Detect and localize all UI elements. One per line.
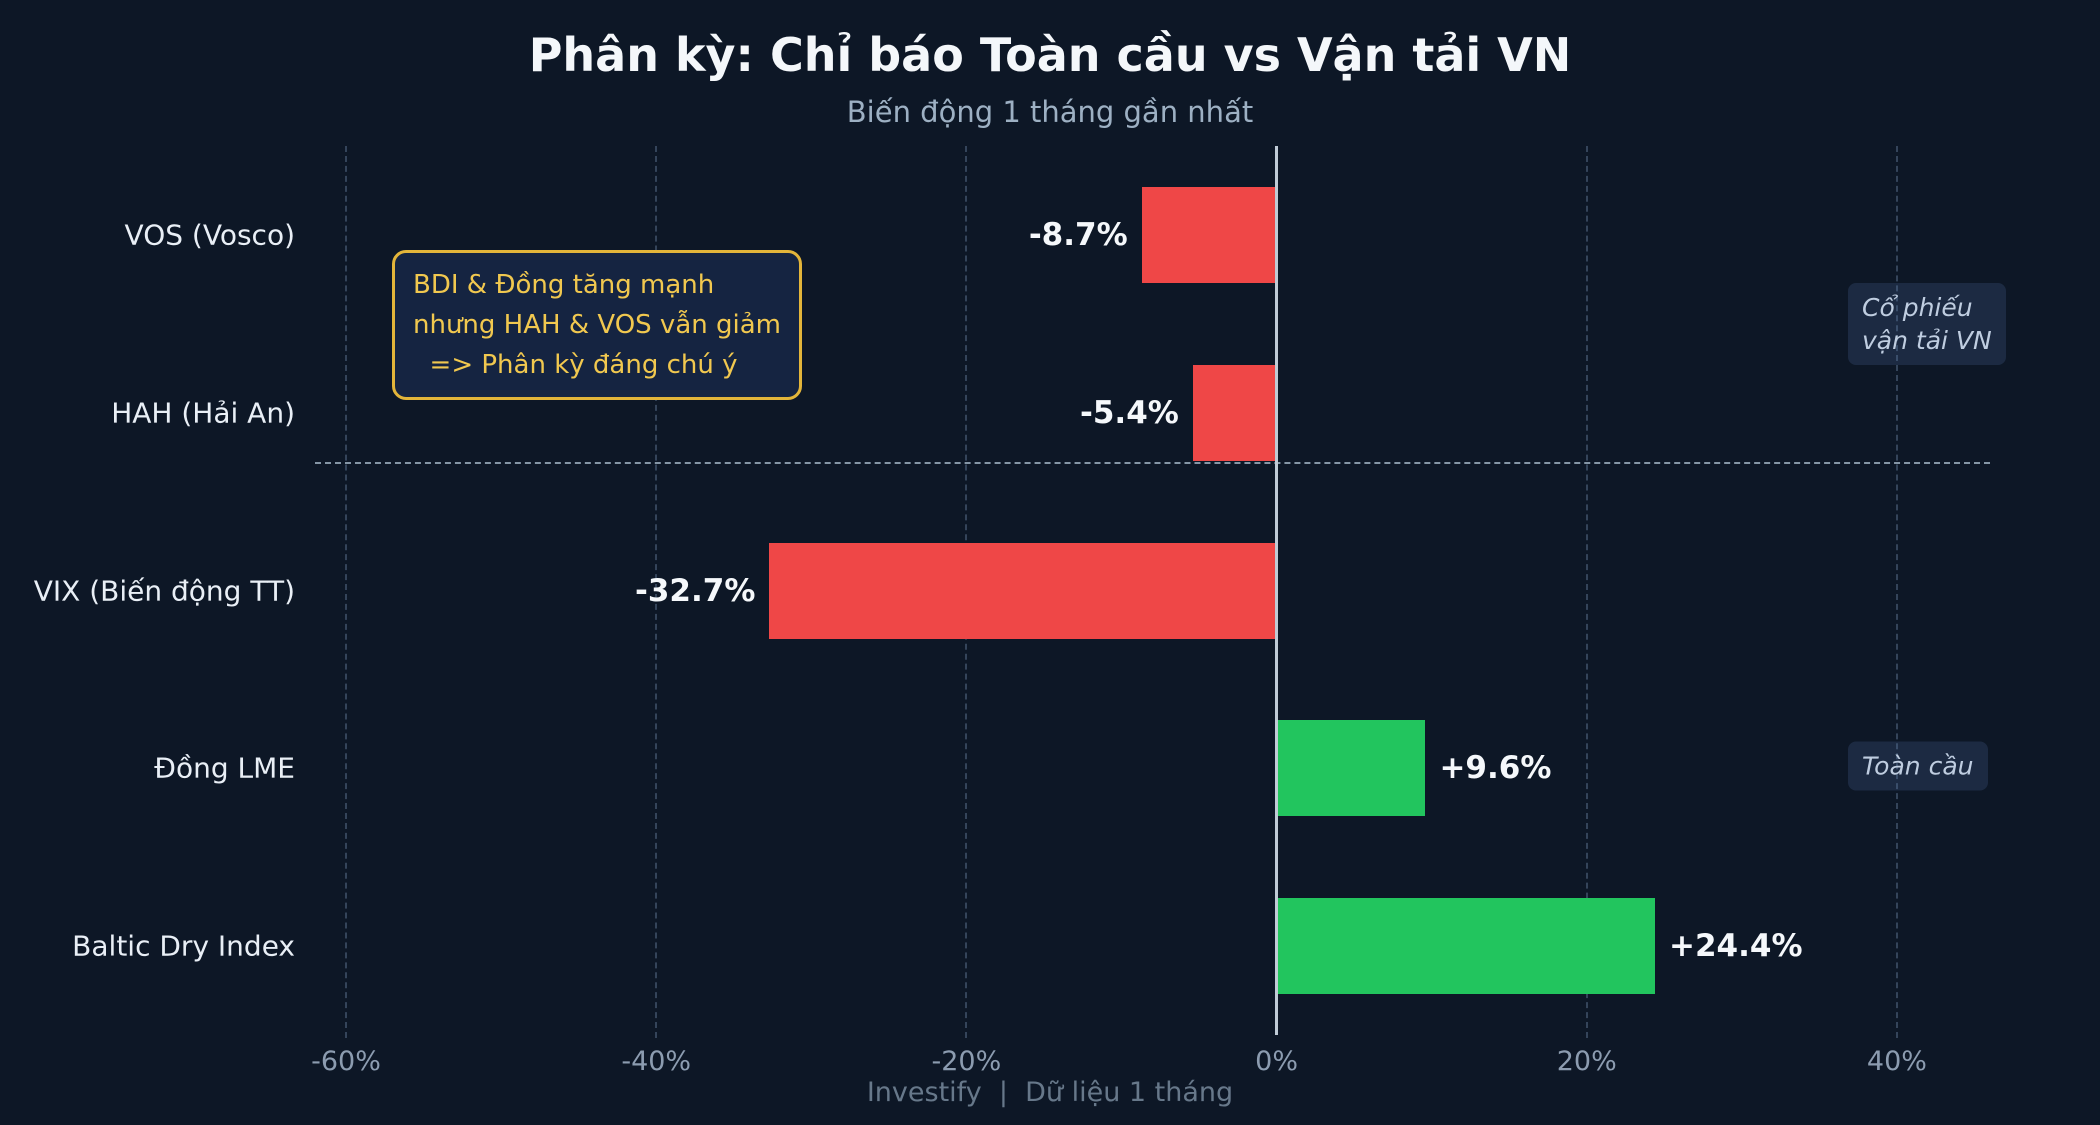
group-label-global: Toàn cầu xyxy=(1848,741,1988,791)
bar-positive xyxy=(1276,720,1426,817)
group-label-text: vận tải VN xyxy=(1862,326,1992,355)
axis-tick-label: -20% xyxy=(931,1046,1002,1077)
bar-positive xyxy=(1276,898,1655,995)
bar-value-label: +24.4% xyxy=(1669,928,1803,965)
vertical-gridline xyxy=(345,146,348,1038)
bar-value-label: +9.6% xyxy=(1439,750,1552,787)
group-separator-line xyxy=(315,462,1990,464)
group-label-text: Cổ phiếu xyxy=(1862,293,1973,322)
axis-tick-label: -60% xyxy=(311,1046,381,1077)
axis-tick-label: -40% xyxy=(621,1046,692,1077)
group-label-text: Toàn cầu xyxy=(1862,751,1974,781)
annotation-box: BDI & Đồng tăng mạnh nhưng HAH & VOS vẫn… xyxy=(392,250,802,400)
category-label: Baltic Dry Index xyxy=(72,929,295,963)
category-label: Đồng LME xyxy=(154,751,295,785)
category-label: VIX (Biến động TT) xyxy=(33,574,295,607)
bar-negative xyxy=(1141,186,1277,283)
annotation-line: => Phân kỳ đáng chú ý xyxy=(413,350,738,380)
axis-tick-label: 20% xyxy=(1556,1046,1617,1077)
vertical-gridline xyxy=(1895,146,1898,1038)
bar-negative xyxy=(1192,364,1277,461)
zero-axis-line xyxy=(1275,146,1279,1035)
footer-credit: Investify | Dữ liệu 1 tháng xyxy=(866,1077,1234,1108)
bar-value-label: -32.7% xyxy=(635,572,756,609)
axis-tick-label: 40% xyxy=(1866,1046,1927,1077)
annotation-line: nhưng HAH & VOS vẫn giảm xyxy=(413,310,781,340)
category-label: HAH (Hải An) xyxy=(111,396,295,430)
bar-negative xyxy=(769,542,1277,639)
bar-value-label: -5.4% xyxy=(1079,394,1179,431)
group-label-vn-shipping: Cổ phiếu vận tải VN xyxy=(1848,283,2006,365)
vertical-gridline xyxy=(1585,146,1588,1038)
vertical-gridline xyxy=(655,146,658,1038)
axis-tick-label: 0% xyxy=(1255,1046,1298,1077)
category-label: VOS (Vosco) xyxy=(124,218,295,252)
chart-subtitle: Biến động 1 tháng gần nhất xyxy=(846,95,1254,129)
bar-value-label: -8.7% xyxy=(1028,216,1128,253)
annotation-line: BDI & Đồng tăng mạnh xyxy=(413,270,715,300)
chart-title: Phân kỳ: Chỉ báo Toàn cầu vs Vận tải VN xyxy=(528,28,1572,82)
